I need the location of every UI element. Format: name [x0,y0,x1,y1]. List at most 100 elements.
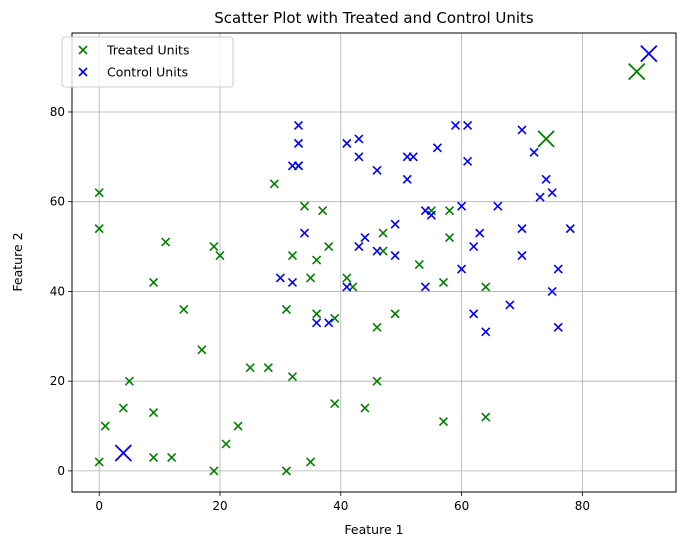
treated-units-point [233,421,243,431]
control-units-point [547,286,557,297]
control-units-point [565,224,575,234]
treated-units-point [287,372,298,382]
control-units-point [541,174,551,184]
control-units-highlight-point [640,45,658,63]
legend-marker-treated-units [78,45,88,55]
control-units-point [372,246,382,256]
x-tick-label: 0 [95,499,103,513]
treated-units-point [306,457,316,467]
treated-units-point [215,250,225,261]
plot-frame [71,32,677,493]
control-units-point [408,152,418,162]
treated-units-point [306,273,316,283]
treated-units-point [438,277,449,288]
control-units-point [324,318,334,328]
points-layer [94,45,658,476]
treated-units-point [360,403,370,413]
treated-units-point [318,206,328,216]
control-units-point [481,327,491,337]
treated-units-point [124,376,134,386]
control-units-point [517,224,527,234]
treated-units-point [481,282,491,292]
legend-marker-control-units [78,67,88,77]
treated-units-point [281,304,291,314]
y-tick-label: 80 [50,105,65,119]
control-units-point [420,282,430,292]
legend-box [61,36,234,88]
chart-title: Scatter Plot with Treated and Control Un… [214,9,534,27]
treated-units-point [197,345,207,355]
treated-units-point [378,228,388,238]
ticks-layer: 0 20 40 60 80 0 20 40 60 80 [50,105,590,513]
control-units-point [420,206,430,216]
treated-units-point [281,466,291,476]
x-tick-label: 20 [212,499,227,513]
control-units-point [517,125,527,135]
treated-units-point [330,399,340,409]
treated-units-point [390,309,400,319]
control-units-point [342,138,352,148]
treated-units-point [94,188,104,198]
control-units-point [493,201,503,211]
x-tick-label: 60 [454,499,469,513]
treated-units-point [330,313,340,323]
y-tick-label: 0 [57,464,65,478]
control-units-point [354,242,364,252]
grid-layer [72,33,676,492]
control-units-point [505,300,515,310]
treated-units-point [167,452,177,463]
control-units-point [372,165,382,175]
treated-units-point [372,376,382,386]
treated-units-point [179,304,189,314]
treated-units-point [118,403,128,413]
legend-label-control-units: Control Units [107,65,188,80]
control-units-point [293,138,304,148]
treated-units-highlight-point [537,130,555,148]
control-units-point [432,143,442,153]
treated-units-point [94,457,104,467]
treated-units-point [324,242,334,252]
control-units-point [342,282,352,292]
control-units-point [547,188,557,198]
control-units-point [475,228,485,238]
treated-units-point [372,322,382,332]
treated-units-point [148,452,159,463]
control-units-point [299,228,310,238]
control-units-point [390,250,400,261]
control-units-point [426,210,436,220]
control-units-point [293,161,304,171]
control-units-point [354,152,364,162]
treated-units-point [100,421,110,431]
y-tick-label: 60 [50,195,65,209]
treated-units-point [263,363,273,373]
control-units-point [553,264,563,274]
control-units-point [402,174,412,184]
y-tick-label: 20 [50,374,65,388]
treated-units-point [94,224,104,234]
treated-units-point [161,237,171,247]
control-units-point [553,322,563,332]
control-units-highlight-point [114,444,132,462]
control-units-point [463,156,473,166]
treated-units-point [148,408,159,418]
treated-units-point [444,206,455,216]
x-tick-label: 80 [575,499,590,513]
treated-units-point [148,277,159,288]
control-units-point [469,242,479,252]
control-units-point [457,201,467,211]
legend: Treated Units Control Units [61,36,234,88]
control-units-point [517,250,527,261]
legend-entries: Treated Units Control Units [78,43,189,80]
control-units-point [360,233,370,243]
treated-units-point [221,439,231,449]
control-units-point [275,273,285,283]
treated-units-point [312,309,322,319]
x-tick-label: 40 [333,499,348,513]
control-units-point [457,264,467,274]
treated-units-highlight-point [628,62,646,81]
treated-units-point [287,250,298,261]
treated-units-point [438,416,449,427]
treated-units-point [299,201,310,211]
